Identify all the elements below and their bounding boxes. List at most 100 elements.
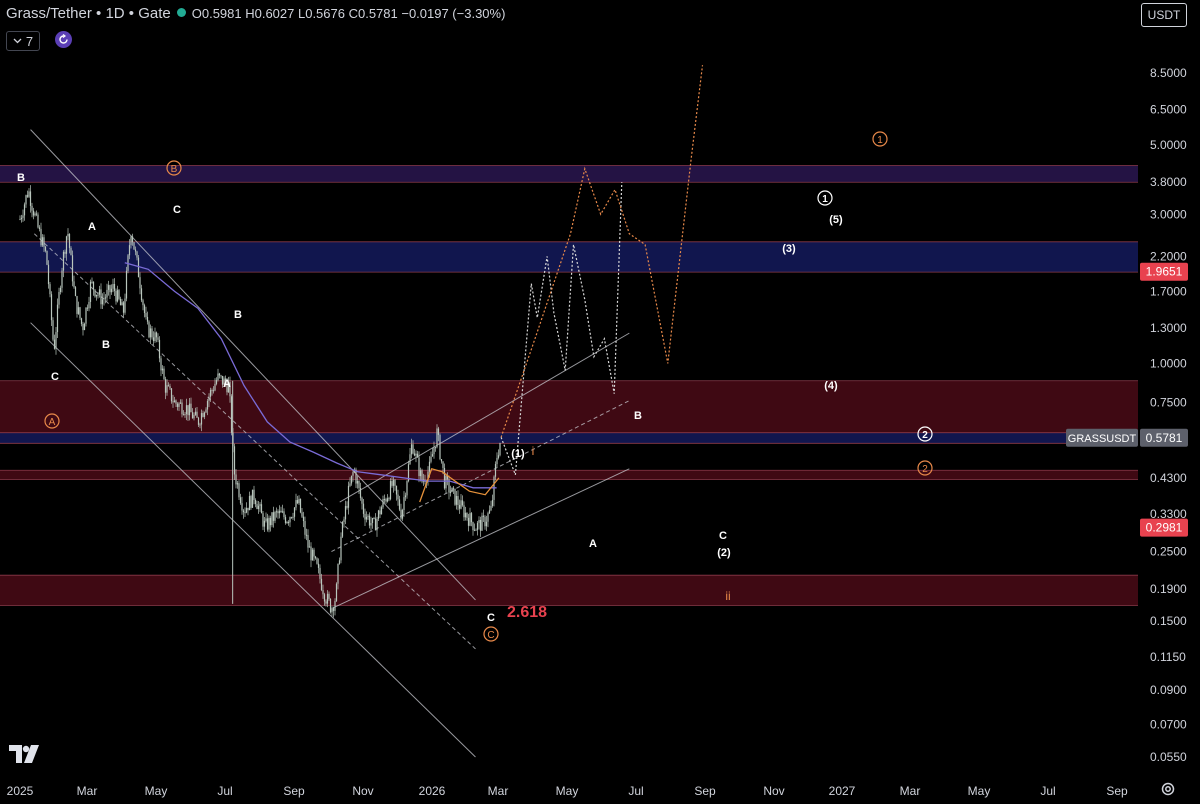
candle-body [59, 287, 62, 293]
candle-body [154, 332, 156, 342]
candle-body [302, 516, 305, 522]
wave-label-5: A [223, 378, 231, 390]
candle-body [281, 511, 284, 513]
wave-label-17: (2) [717, 547, 731, 559]
candle-body [496, 457, 498, 465]
candle-body [443, 467, 446, 489]
candle-body [94, 289, 96, 297]
symbol-header[interactable]: Grass/Tether • 1D • Gate O0.5981 H0.6027 … [6, 5, 505, 22]
wave-label-text: C [487, 630, 494, 641]
candle-body [119, 298, 122, 306]
candle-body [340, 536, 342, 561]
wave-label-11: 2.618 [507, 604, 547, 621]
candle-body [158, 339, 161, 359]
x-axis[interactable]: 2025 Mar May Jul Sep Nov 2026 Mar May Jul Sep Nov 20… [7, 784, 1128, 798]
candle-body [199, 424, 201, 426]
candle-body [370, 522, 372, 526]
candle-body [404, 495, 407, 498]
candle-body [484, 516, 486, 527]
candle-body [200, 413, 203, 425]
candle-body [398, 499, 401, 510]
candle-body [350, 475, 353, 484]
chevron-down-icon [13, 38, 22, 44]
candle-body [266, 518, 269, 530]
ma-orange-line [419, 468, 500, 503]
indicator-count: 7 [25, 33, 34, 49]
candle-body [122, 302, 125, 313]
candle-body [407, 464, 410, 482]
candle-body [287, 522, 290, 524]
x-tick-label: 2026 [419, 784, 446, 798]
candle-body [178, 403, 180, 407]
candle-body [250, 496, 252, 508]
x-tick-label: May [968, 784, 991, 798]
candle-body [392, 479, 395, 486]
wave-label-text: 1 [822, 194, 828, 205]
candle-body [389, 481, 392, 500]
y-tick-label: 1.0000 [1150, 356, 1187, 370]
x-tick-label: Mar [77, 784, 98, 798]
projection-white-path [500, 182, 623, 476]
zone-band [0, 470, 1138, 480]
candle-body [34, 213, 36, 216]
gear-icon[interactable] [1160, 781, 1176, 802]
candle-body [80, 318, 83, 324]
candle-body [383, 498, 386, 500]
trend-line [339, 332, 630, 503]
symbol-tag-bg [1066, 428, 1138, 447]
y-axis[interactable]: 8.5000 6.5000 5.0000 3.8000 3.0000 2.2000 1.70… [1150, 66, 1187, 764]
candle-body [20, 217, 23, 220]
candle-body [454, 488, 456, 505]
candle-body [182, 414, 185, 416]
wave-label-circle [872, 131, 888, 147]
candle-body [409, 454, 411, 465]
candle-body [374, 518, 377, 531]
candle-body [325, 601, 327, 604]
ma-purple-line [124, 262, 497, 489]
candle-body [412, 444, 414, 454]
wave-label-8: B [166, 160, 182, 176]
candle-body [176, 403, 179, 407]
projection-orange-path [500, 65, 704, 438]
wave-label-22: 1 [817, 190, 833, 206]
candle-body [256, 504, 258, 510]
candle-body [25, 195, 27, 205]
refresh-icon[interactable] [55, 31, 72, 48]
candle-body [323, 594, 326, 602]
y-tick-label: 2.2000 [1150, 249, 1187, 263]
candle-body [499, 442, 501, 456]
candle-body [449, 492, 452, 494]
candle-body [269, 517, 272, 526]
candle-body [293, 507, 296, 517]
candle-body [478, 519, 480, 523]
currency-button[interactable]: USDT [1141, 3, 1187, 27]
wave-label-14: A [589, 538, 597, 550]
candle-body [206, 400, 209, 410]
candle-body [418, 457, 420, 477]
symbol-title[interactable]: Grass/Tether • 1D • Gate [6, 5, 171, 22]
tradingview-logo-icon[interactable] [9, 745, 41, 768]
candle-body [175, 400, 177, 404]
candle-body [278, 510, 281, 514]
symbol-tag-label: GRASSUSDT [1068, 433, 1137, 445]
candle-body [203, 412, 206, 417]
zone-band [0, 575, 1138, 606]
y-tick-label: 0.0550 [1150, 750, 1187, 764]
wave-label-text: B [634, 410, 642, 422]
wave-label-text: 1 [877, 135, 883, 146]
wave-label-21: (5) [829, 214, 843, 226]
candle-body [209, 390, 212, 397]
y-tick-label: 0.1150 [1150, 650, 1186, 664]
wave-label-text: 2 [922, 430, 928, 441]
price-tag-value: 0.5781 [1146, 431, 1183, 445]
indicators-toggle-button[interactable]: 7 [6, 31, 40, 51]
candle-body [268, 517, 270, 530]
candle-body [295, 500, 297, 508]
candle-body [317, 563, 320, 568]
candle-body [455, 496, 458, 505]
candle-body [439, 434, 441, 460]
candle-body [86, 307, 89, 309]
wave-label-text: 2 [922, 464, 928, 475]
